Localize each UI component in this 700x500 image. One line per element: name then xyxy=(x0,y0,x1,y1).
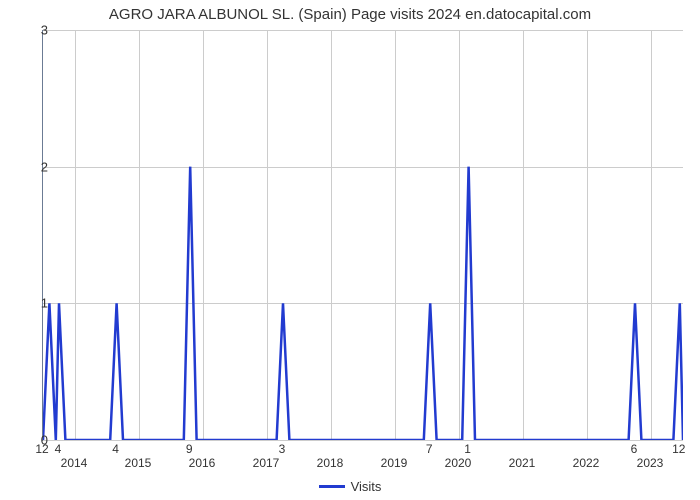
xtick-label: 2020 xyxy=(445,456,472,470)
visits-chart: AGRO JARA ALBUNOL SL. (Spain) Page visit… xyxy=(0,0,700,500)
spike-value-label: 7 xyxy=(426,442,433,456)
ytick-label: 2 xyxy=(28,159,48,174)
spike-value-label: 12 xyxy=(672,442,685,456)
visits-line xyxy=(43,30,683,440)
spike-value-label: 4 xyxy=(112,442,119,456)
xtick-label: 2022 xyxy=(573,456,600,470)
xtick-label: 2023 xyxy=(637,456,664,470)
ytick-label: 1 xyxy=(28,296,48,311)
spike-value-label: 6 xyxy=(631,442,638,456)
xtick-label: 2017 xyxy=(253,456,280,470)
xtick-label: 2018 xyxy=(317,456,344,470)
spike-value-label: 9 xyxy=(186,442,193,456)
spike-value-label: 1 xyxy=(464,442,471,456)
legend-swatch xyxy=(319,485,345,488)
xtick-label: 2019 xyxy=(381,456,408,470)
xtick-label: 2015 xyxy=(125,456,152,470)
spike-value-label: 3 xyxy=(279,442,286,456)
xtick-label: 2016 xyxy=(189,456,216,470)
spike-value-label: 12 xyxy=(35,442,48,456)
chart-title: AGRO JARA ALBUNOL SL. (Spain) Page visit… xyxy=(0,6,700,23)
spike-value-label: 4 xyxy=(55,442,62,456)
legend: Visits xyxy=(0,478,700,494)
gridline-h xyxy=(43,440,683,441)
xtick-label: 2014 xyxy=(61,456,88,470)
ytick-label: 3 xyxy=(28,23,48,38)
plot-area xyxy=(42,30,683,441)
xtick-label: 2021 xyxy=(509,456,536,470)
legend-label: Visits xyxy=(351,479,382,494)
